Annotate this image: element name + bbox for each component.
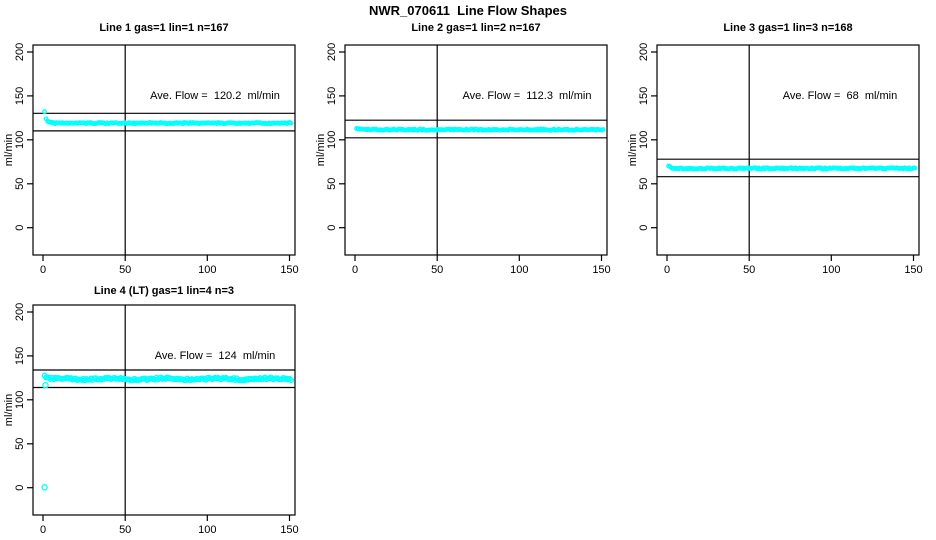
avg-flow-annotation-line4: Ave. Flow = 124 ml/min [154, 350, 276, 362]
svg-text:0: 0 [638, 225, 650, 231]
avg-flow-annotation-line3: Ave. Flow = 68 ml/min [782, 90, 898, 102]
svg-text:150: 150 [904, 264, 922, 276]
y-axis-label-line3: ml/min [627, 133, 639, 167]
svg-text:100: 100 [638, 131, 650, 149]
svg-text:0: 0 [326, 225, 338, 231]
svg-text:100: 100 [14, 391, 26, 409]
svg-text:0: 0 [14, 225, 26, 231]
svg-text:200: 200 [326, 43, 338, 61]
figure-title: NWR_070611 Line Flow Shapes [369, 3, 567, 18]
svg-text:100: 100 [510, 264, 528, 276]
svg-text:150: 150 [280, 264, 298, 276]
data-points-series-1 [42, 109, 294, 127]
avg-flow-annotation-line1: Ave. Flow = 120.2 ml/min [150, 90, 280, 102]
subplot-title-line3: Line 3 gas=1 lin=3 n=168 [723, 22, 853, 34]
svg-text:100: 100 [822, 264, 840, 276]
svg-text:200: 200 [14, 43, 26, 61]
svg-text:50: 50 [326, 178, 338, 190]
subplot-title-line1: Line 1 gas=1 lin=1 n=167 [99, 22, 229, 34]
svg-text:150: 150 [14, 87, 26, 105]
avg-flow-annotation-line2: Ave. Flow = 112.3 ml/min [462, 90, 592, 102]
svg-text:100: 100 [326, 131, 338, 149]
svg-text:0: 0 [40, 264, 46, 276]
data-points-series-2 [354, 126, 606, 133]
data-points-series-3 [666, 163, 918, 172]
subplot-title-line4: Line 4 (LT) gas=1 lin=4 n=3 [93, 285, 235, 297]
svg-text:50: 50 [743, 264, 755, 276]
svg-text:0: 0 [40, 524, 46, 536]
svg-text:150: 150 [592, 264, 610, 276]
svg-text:50: 50 [119, 264, 131, 276]
svg-text:50: 50 [14, 178, 26, 190]
y-axis-label-line2: ml/min [315, 133, 327, 167]
svg-text:0: 0 [664, 264, 670, 276]
svg-text:200: 200 [638, 43, 650, 61]
svg-text:150: 150 [638, 87, 650, 105]
svg-text:150: 150 [280, 524, 298, 536]
svg-text:50: 50 [638, 178, 650, 190]
svg-text:100: 100 [198, 524, 216, 536]
svg-text:50: 50 [119, 524, 131, 536]
svg-text:150: 150 [326, 87, 338, 105]
svg-text:200: 200 [14, 303, 26, 321]
svg-text:50: 50 [14, 438, 26, 450]
svg-text:100: 100 [14, 131, 26, 149]
y-axis-label-line4: ml/min [3, 393, 15, 427]
svg-text:150: 150 [14, 347, 26, 365]
svg-text:0: 0 [352, 264, 358, 276]
y-axis-label-line1: ml/min [3, 133, 15, 167]
subplot-title-line2: Line 2 gas=1 lin=2 n=167 [411, 22, 541, 34]
data-points-series-4 [41, 372, 295, 491]
svg-text:100: 100 [198, 264, 216, 276]
svg-text:50: 50 [431, 264, 443, 276]
svg-text:0: 0 [14, 485, 26, 491]
